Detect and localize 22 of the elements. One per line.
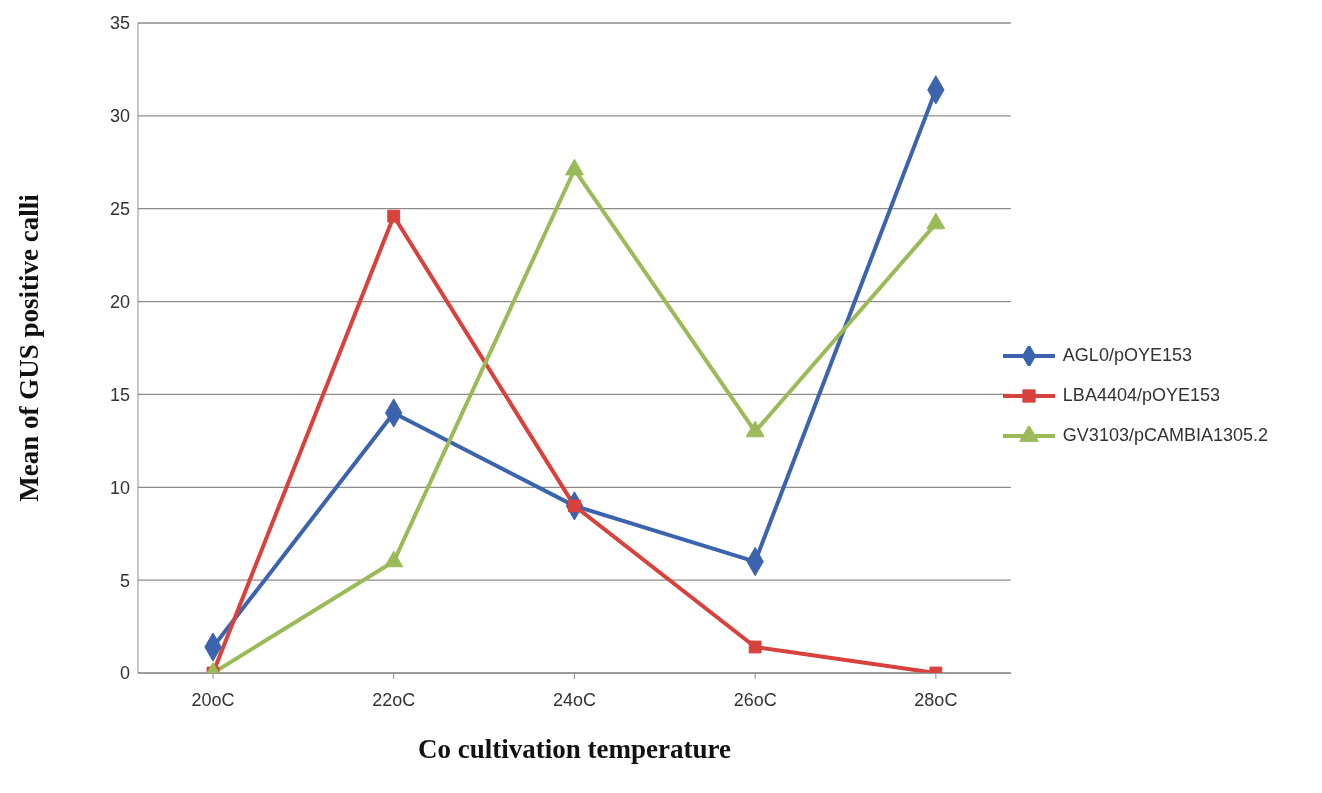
point bbox=[387, 209, 401, 223]
y-tick-label: 25 bbox=[109, 199, 130, 220]
x-tick-label: 22oC bbox=[372, 689, 416, 710]
x-tick-label: 24oC bbox=[552, 689, 596, 710]
legend-label: GV3103/pCAMBIA1305.2 bbox=[1062, 425, 1268, 446]
y-tick-label: 30 bbox=[109, 106, 130, 127]
point bbox=[745, 420, 765, 438]
y-tick-label: 10 bbox=[109, 477, 130, 498]
legend-label: LBA4404/pOYE153 bbox=[1062, 385, 1220, 406]
y-tick-label: 35 bbox=[109, 13, 130, 34]
y-tick-label: 20 bbox=[109, 291, 130, 312]
x-tick-label: 20oC bbox=[191, 689, 235, 710]
y-tick-label: 15 bbox=[109, 384, 130, 405]
x-tick-label: 26oC bbox=[733, 689, 777, 710]
y-tick-label: 0 bbox=[119, 663, 130, 684]
legend-label: AGL0/pOYE153 bbox=[1062, 345, 1192, 366]
y-axis-title: Mean of GUS positive calli bbox=[13, 193, 44, 502]
point bbox=[384, 550, 404, 568]
point bbox=[748, 640, 762, 654]
x-axis-title: Co cultivation temperature bbox=[417, 734, 731, 764]
y-tick-label: 5 bbox=[119, 570, 130, 591]
x-tick-label: 28oC bbox=[914, 689, 958, 710]
